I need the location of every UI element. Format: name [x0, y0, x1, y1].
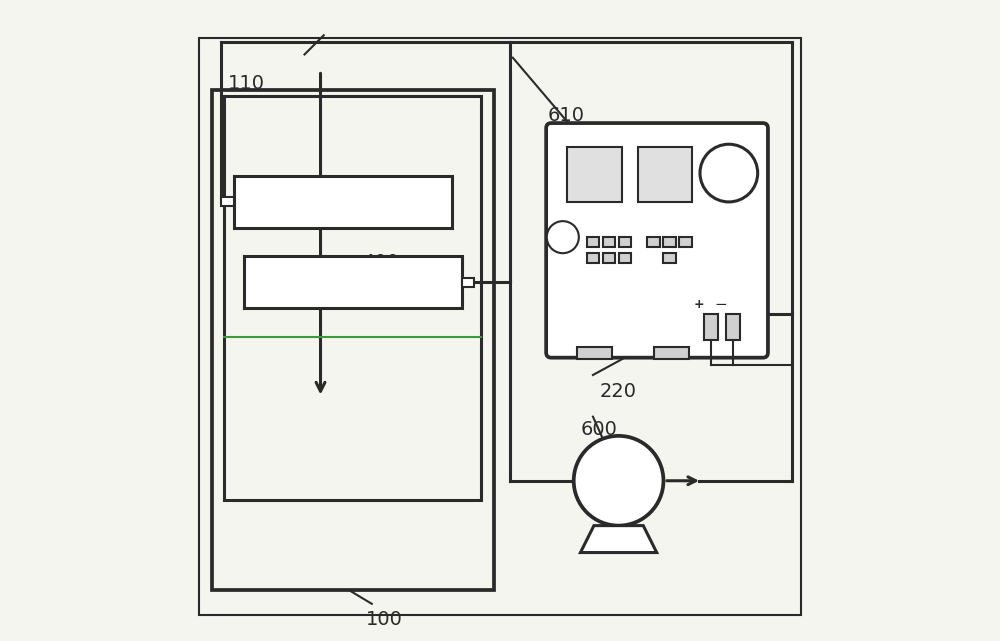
Text: 100: 100	[365, 610, 402, 629]
Circle shape	[547, 221, 579, 253]
Bar	[619, 237, 631, 247]
Bar	[726, 314, 740, 340]
Text: 610: 610	[548, 106, 585, 125]
Bar	[577, 347, 612, 359]
Circle shape	[700, 144, 758, 202]
Text: 200: 200	[353, 179, 389, 199]
Text: +: +	[693, 298, 704, 311]
Bar	[654, 347, 689, 359]
Circle shape	[574, 436, 663, 526]
Bar	[704, 314, 718, 340]
Text: 220: 220	[599, 381, 636, 401]
Bar	[234, 176, 452, 228]
Bar	[663, 253, 676, 263]
Bar	[679, 237, 692, 247]
Bar	[663, 237, 676, 247]
Text: −: −	[715, 297, 728, 312]
Bar	[647, 237, 660, 247]
Bar	[603, 253, 615, 263]
Bar	[244, 256, 462, 308]
Bar	[221, 197, 234, 206]
Text: 600: 600	[580, 420, 617, 439]
Text: 400: 400	[362, 253, 399, 272]
Text: 110: 110	[228, 74, 265, 93]
Bar	[462, 278, 474, 287]
Bar	[212, 90, 494, 590]
Bar	[619, 253, 631, 263]
Bar	[603, 237, 615, 247]
Bar	[587, 253, 599, 263]
Bar	[587, 237, 599, 247]
FancyBboxPatch shape	[546, 123, 768, 358]
Bar	[224, 96, 481, 500]
Bar	[638, 147, 692, 202]
Bar	[567, 147, 622, 202]
Polygon shape	[580, 526, 657, 553]
